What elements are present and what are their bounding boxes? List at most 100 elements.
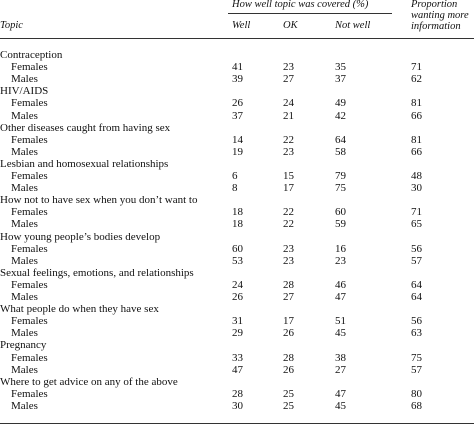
cell-not-well: 47	[335, 291, 346, 303]
cell-not-well: 51	[335, 315, 346, 328]
row-label: Males	[11, 291, 38, 303]
row-label: Males	[11, 363, 38, 376]
cell-proportion: 64	[411, 278, 422, 291]
section-label: HIV/AIDS	[0, 85, 49, 98]
cell-well: 18	[232, 218, 243, 231]
row-label: Males	[11, 218, 38, 231]
section-label: Sexual feelings, emotions, and relations…	[0, 266, 194, 279]
cell-well: 28	[232, 387, 243, 400]
cell-proportion: 48	[411, 170, 422, 182]
cell-ok: 27	[283, 291, 294, 303]
cell-proportion: 80	[411, 387, 422, 400]
cell-not-well: 27	[335, 363, 346, 376]
cell-ok: 23	[283, 242, 294, 255]
cell-well: 29	[232, 327, 243, 340]
cell-ok: 28	[283, 278, 294, 291]
cell-ok: 26	[283, 327, 294, 340]
cell-not-well: 45	[335, 399, 346, 412]
cell-not-well: 38	[335, 351, 346, 364]
row-label: Females	[11, 351, 48, 364]
section-label: How not to have sex when you don’t want …	[0, 194, 198, 207]
header-group-title: How well topic was covered (%)	[232, 0, 369, 10]
header-proportion-line3: information	[411, 21, 461, 32]
cell-proportion: 68	[411, 399, 422, 412]
cell-ok: 25	[283, 399, 294, 412]
cell-proportion: 81	[411, 97, 422, 110]
cell-proportion: 57	[411, 254, 422, 267]
cell-ok: 24	[283, 97, 294, 110]
cell-ok: 21	[283, 109, 294, 122]
cell-not-well: 59	[335, 218, 346, 231]
cell-not-well: 37	[335, 73, 346, 86]
cell-well: 26	[232, 291, 243, 303]
row-label: Males	[11, 109, 38, 122]
cell-not-well: 47	[335, 387, 346, 400]
cell-not-well: 42	[335, 109, 346, 122]
cell-not-well: 46	[335, 278, 346, 291]
section-label: Contraception	[0, 49, 63, 61]
cell-well: 26	[232, 97, 243, 110]
row-label: Females	[11, 61, 48, 74]
cell-ok: 22	[283, 133, 294, 146]
section-label: Pregnancy	[0, 339, 47, 352]
header-well: Well	[232, 20, 251, 31]
section-label: What people do when they have sex	[0, 303, 159, 316]
row-label: Females	[11, 170, 48, 182]
cell-ok: 26	[283, 363, 294, 376]
row-label: Males	[11, 182, 38, 195]
cell-not-well: 75	[335, 182, 346, 195]
cell-ok: 27	[283, 73, 294, 86]
cell-well: 6	[232, 170, 238, 182]
cell-well: 18	[232, 206, 243, 219]
cell-ok: 22	[283, 206, 294, 219]
cell-not-well: 64	[335, 133, 346, 146]
cell-proportion: 75	[411, 351, 422, 364]
table-bottom-rule	[0, 423, 474, 424]
cell-not-well: 58	[335, 145, 346, 158]
cell-well: 19	[232, 145, 243, 158]
row-label: Females	[11, 315, 48, 328]
row-label: Males	[11, 254, 38, 267]
header-bottom-rule	[0, 38, 474, 39]
row-label: Males	[11, 73, 38, 86]
cell-not-well: 16	[335, 242, 346, 255]
cell-not-well: 60	[335, 206, 346, 219]
cell-proportion: 71	[411, 61, 422, 74]
cell-not-well: 45	[335, 327, 346, 340]
row-label: Males	[11, 399, 38, 412]
cell-ok: 23	[283, 61, 294, 74]
cell-proportion: 81	[411, 133, 422, 146]
cell-well: 39	[232, 73, 243, 86]
section-label: Where to get advice on any of the above	[0, 375, 178, 388]
section-label: Lesbian and homosexual relationships	[0, 157, 169, 170]
header-proportion: Proportion wanting more information	[411, 0, 469, 32]
header-not-well: Not well	[335, 20, 371, 31]
cell-ok: 23	[283, 145, 294, 158]
cell-proportion: 56	[411, 242, 422, 255]
cell-proportion: 65	[411, 218, 422, 231]
row-label: Females	[11, 133, 48, 146]
cell-well: 41	[232, 61, 243, 74]
cell-not-well: 35	[335, 61, 346, 74]
cell-proportion: 66	[411, 109, 422, 122]
cell-well: 30	[232, 399, 243, 412]
row-label: Females	[11, 97, 48, 110]
section-label: How young people’s bodies develop	[0, 230, 161, 243]
cell-well: 53	[232, 254, 243, 267]
cell-ok: 15	[283, 170, 294, 182]
cell-well: 14	[232, 133, 243, 146]
cell-proportion: 63	[411, 327, 422, 340]
header-proportion-line2: wanting more	[411, 10, 469, 21]
cell-well: 8	[232, 182, 238, 195]
cell-well: 37	[232, 109, 243, 122]
cell-proportion: 30	[411, 182, 422, 195]
cell-proportion: 71	[411, 206, 422, 219]
cell-proportion: 66	[411, 145, 422, 158]
cell-not-well: 79	[335, 170, 346, 182]
cell-well: 24	[232, 278, 243, 291]
cell-ok: 28	[283, 351, 294, 364]
cell-proportion: 64	[411, 291, 422, 303]
cell-not-well: 49	[335, 97, 346, 110]
header-ok: OK	[283, 20, 298, 31]
header-group-rule	[228, 13, 392, 14]
